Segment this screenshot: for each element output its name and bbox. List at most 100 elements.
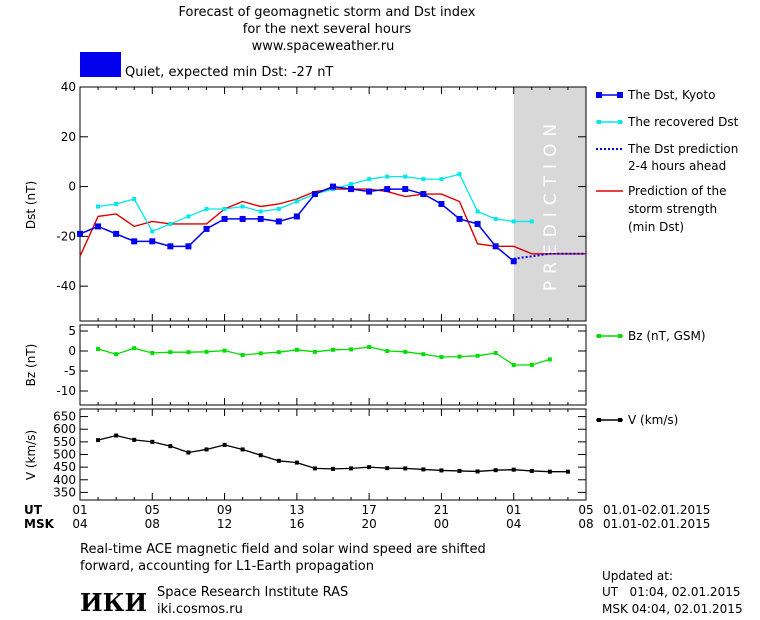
dst-recovered-point [168, 221, 173, 226]
msk-tick-label: 08 [145, 517, 160, 531]
v-point [349, 466, 354, 471]
footer-note-line-1: Real-time ACE magnetic field and solar w… [80, 542, 486, 557]
dst-recovered-point [475, 209, 480, 214]
v-point [168, 444, 173, 449]
bz-point [168, 350, 173, 355]
dst-recovered-point [294, 199, 299, 204]
v-point [511, 467, 516, 472]
v-point [132, 437, 137, 442]
y-tick-label: 40 [61, 80, 76, 94]
legend-v-label: V (km/s) [628, 413, 678, 427]
y-tick-label: -40 [56, 279, 76, 293]
v-point [565, 469, 570, 474]
v-point [114, 433, 119, 438]
prediction-label: PREDICTION [541, 117, 561, 291]
dst-panel-frame [79, 86, 587, 322]
status-color-swatch [80, 52, 121, 77]
v-point [240, 447, 245, 452]
v-point [150, 439, 155, 444]
y-tick-label: 20 [61, 130, 76, 144]
y-tick-label: 0 [68, 344, 76, 358]
bz-point [475, 353, 480, 358]
legend-prediction-label-1: The Dst prediction [627, 142, 738, 156]
storm-strength-line [79, 188, 586, 257]
dst-axis-label: Dst (nT) [24, 181, 38, 229]
dst-kyoto-point [330, 183, 336, 190]
dst-recovered-point [457, 172, 462, 177]
dst-kyoto-point [257, 215, 264, 222]
bz-point [529, 363, 534, 367]
legend-storm-label-1: Prediction of the [628, 184, 727, 198]
msk-tick-label: 04 [72, 517, 87, 531]
bz-point [186, 350, 191, 355]
legend-storm-label-3: (min Dst) [628, 220, 684, 234]
legend-dst-kyoto-marker [617, 92, 623, 98]
dst-kyoto-point [311, 191, 318, 198]
y-tick-label: 450 [53, 460, 76, 474]
legend-recovered-label: The recovered Dst [627, 115, 739, 129]
bz-point [312, 349, 317, 354]
dst-recovered-point [204, 206, 209, 211]
ut-tick-label: 05 [578, 503, 593, 517]
ut-tick-label: 17 [362, 503, 377, 517]
v-point [367, 465, 372, 470]
dst-kyoto-point [95, 223, 102, 230]
updated-msk: MSK 04:04, 02.01.2015 [602, 602, 743, 616]
ut-tick-label: 01 [506, 503, 521, 517]
dst-recovered-point [367, 177, 372, 182]
v-point [294, 460, 299, 465]
dst-recovered-point [529, 219, 534, 224]
dst-recovered-point [349, 182, 354, 187]
status-text: Quiet, expected min Dst: -27 nT [125, 65, 333, 80]
title-line-1: Forecast of geomagnetic storm and Dst in… [178, 5, 475, 20]
dst-kyoto-point [402, 186, 409, 193]
dst-kyoto-point [438, 201, 445, 207]
msk-tick-label: 04 [506, 517, 521, 531]
ut-tick-label: 21 [434, 503, 449, 517]
v-point [312, 466, 317, 471]
bz-point [132, 346, 137, 351]
bz-point [294, 347, 299, 352]
dst-kyoto-point [149, 238, 156, 245]
dst-recovered-point [240, 204, 245, 209]
bz-point [439, 355, 444, 359]
dst-recovered-point [276, 206, 281, 211]
dst-kyoto-point [113, 230, 120, 237]
dst-recovered-point [222, 206, 227, 211]
ut-date-range: 01.01-02.01.2015 [603, 503, 710, 517]
v-point [331, 466, 335, 471]
bz-point [547, 357, 552, 362]
bz-point [421, 352, 426, 357]
dst-recovered-point [96, 204, 101, 209]
y-tick-label: 400 [53, 473, 76, 487]
ut-axis-label: UT [24, 503, 43, 517]
legend-v-marker [597, 418, 601, 422]
dst-kyoto-point [420, 191, 427, 198]
dst-kyoto-point [275, 218, 282, 225]
bz-point [258, 351, 263, 356]
iki-logo: ИКИ [80, 588, 147, 617]
y-tick-label: -5 [64, 364, 76, 378]
legend-dst-kyoto-label: The Dst, Kyoto [627, 88, 715, 102]
dst-recovered-point [493, 216, 498, 221]
institute-site: iki.cosmos.ru [157, 602, 243, 617]
v-point [96, 438, 101, 443]
dst-kyoto-point [474, 220, 481, 227]
v-point [529, 468, 534, 473]
y-tick-label: 350 [53, 485, 76, 499]
dst-kyoto-point [203, 225, 210, 232]
dst-recovered-point [186, 214, 191, 219]
dst-kyoto-point [384, 186, 391, 193]
v-point [385, 466, 390, 471]
v-point [547, 469, 552, 474]
msk-tick-label: 00 [434, 517, 449, 531]
updated-label: Updated at: [602, 569, 673, 583]
bz-point [511, 363, 516, 367]
v-point [258, 453, 263, 458]
bz-axis-label: Bz (nT) [24, 344, 38, 387]
bz-point [276, 350, 281, 355]
bz-point [403, 349, 408, 354]
ut-tick-label: 05 [145, 503, 160, 517]
msk-tick-label: 12 [217, 517, 232, 531]
